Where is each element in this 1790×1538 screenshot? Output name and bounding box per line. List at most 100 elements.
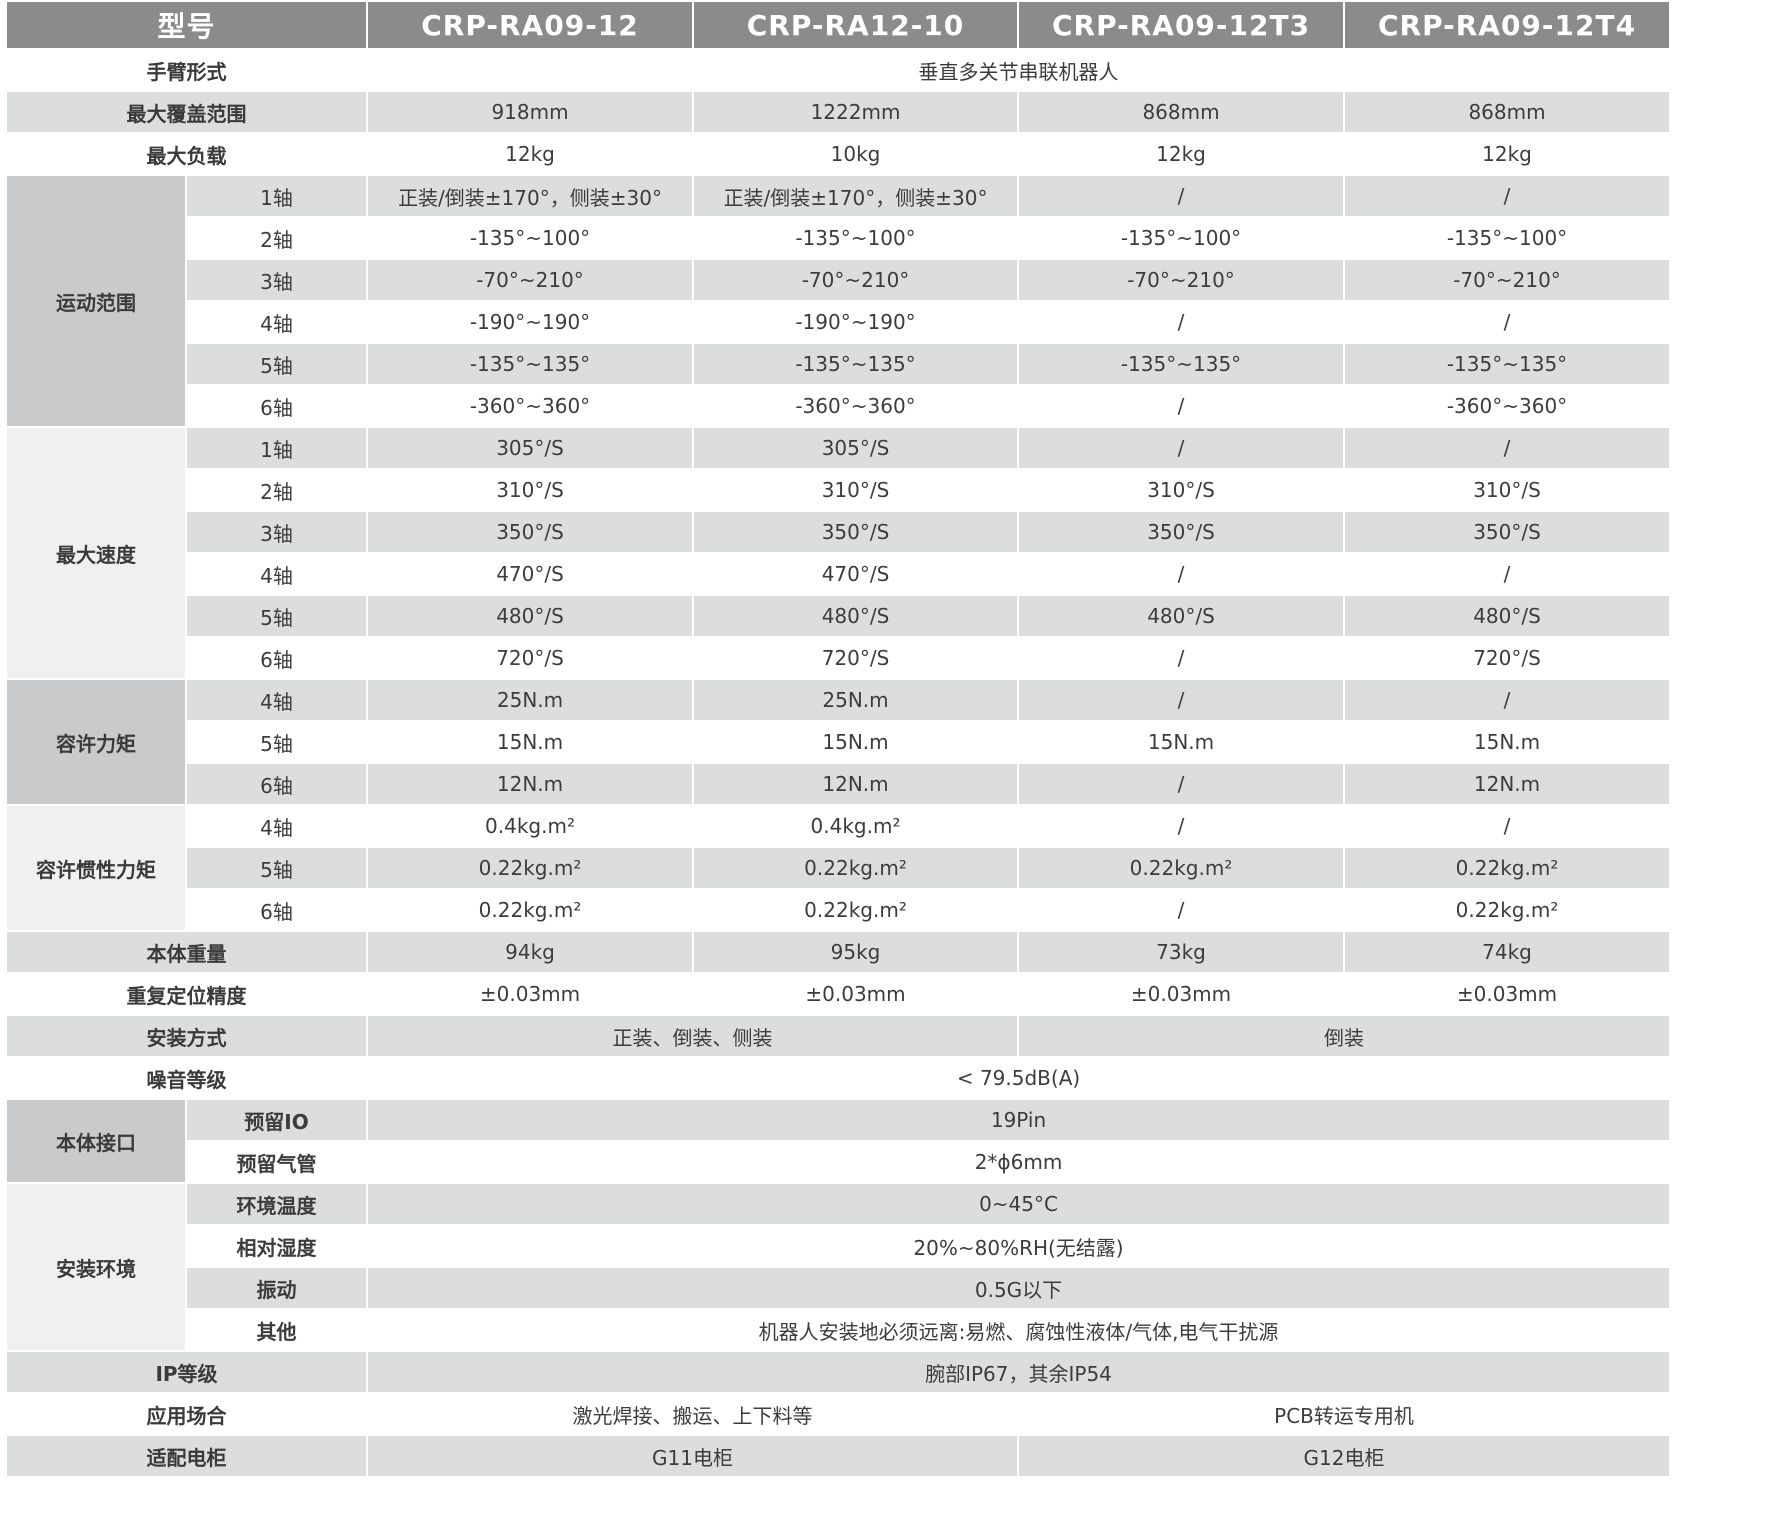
row-label: IP等级: [4, 1350, 369, 1394]
value-cell: 310°/S: [692, 468, 1020, 512]
value-cell: 350°/S: [692, 510, 1020, 554]
table-row: 本体重量 94kg 95kg 73kg 74kg: [4, 930, 1672, 974]
sub-label: 相对湿度: [184, 1224, 369, 1268]
value-cell: 310°/S: [366, 468, 695, 512]
group-label: 容许惯性力矩: [5, 804, 187, 932]
value-cell: 0.5G以下: [366, 1266, 1672, 1310]
row-label: 应用场合: [4, 1392, 369, 1436]
value-cell: -135°~100°: [692, 216, 1020, 260]
value-cell: 480°/S: [692, 594, 1020, 638]
table-row: 4轴 -190°~190° -190°~190° / /: [6, 300, 1672, 344]
row-label: 噪音等级: [4, 1056, 369, 1100]
value-cell: -360°~360°: [366, 384, 695, 428]
value-cell: /: [1017, 678, 1346, 722]
sub-label: 5轴: [184, 342, 369, 386]
sub-label: 预留气管: [184, 1140, 369, 1184]
value-cell: < 79.5dB(A): [366, 1056, 1672, 1100]
value-cell: PCB转运专用机: [1017, 1392, 1672, 1436]
value-cell: -135°~100°: [366, 216, 695, 260]
value-cell: -70°~210°: [1343, 258, 1672, 302]
table-row: 6轴 -360°~360° -360°~360° / -360°~360°: [6, 384, 1672, 428]
table-row: 运动范围 1轴 正装/倒装±170°，侧装±30° 正装/倒装±170°，侧装±30°…: [5, 174, 1672, 428]
table-row: 预留气管 2*ϕ6mm: [6, 1140, 1672, 1184]
group-label: 容许力矩: [5, 678, 187, 806]
sub-label: 1轴: [184, 174, 369, 218]
value-cell: ±0.03mm: [1343, 972, 1672, 1016]
header-model-label: 型号: [4, 0, 369, 50]
value-cell: 720°/S: [366, 636, 695, 680]
sub-label: 6轴: [184, 636, 369, 680]
value-cell: 腕部IP67，其余IP54: [366, 1350, 1672, 1394]
value-cell: 480°/S: [366, 594, 695, 638]
table-row: 2轴 310°/S 310°/S 310°/S 310°/S: [6, 468, 1672, 512]
value-cell: 720°/S: [1343, 636, 1672, 680]
table-row: 6轴 0.22kg.m² 0.22kg.m²/0.22kg.m²: [6, 888, 1672, 932]
sub-label: 2轴: [184, 468, 369, 512]
spec-table: 型号 CRP-RA09-12 CRP-RA12-10 CRP-RA09-12T3…: [4, 0, 1672, 1478]
value-cell: 480°/S: [1343, 594, 1672, 638]
value-cell: 470°/S: [366, 552, 695, 596]
table-row: 应用场合 激光焊接、搬运、上下料等 PCB转运专用机: [4, 1392, 1672, 1436]
value-cell: -135°~100°: [1017, 216, 1346, 260]
value-cell: /: [1017, 300, 1346, 344]
value-cell: 94kg: [366, 930, 695, 974]
value-cell: 73kg: [1017, 930, 1346, 974]
value-cell: 350°/S: [366, 510, 695, 554]
value-cell: /: [1343, 552, 1672, 596]
value-cell: 0.22kg.m²: [692, 888, 1020, 932]
value-cell: 15N.m: [1017, 720, 1346, 764]
value-cell: -135°~135°: [1017, 342, 1346, 386]
value-cell: -135°~135°: [692, 342, 1020, 386]
value-cell: 25N.m: [692, 678, 1020, 722]
value-cell: 25N.m: [366, 678, 695, 722]
value-cell: 15N.m: [692, 720, 1020, 764]
value-cell: 12N.m: [692, 762, 1020, 806]
value-cell: 1222mm: [692, 90, 1020, 134]
value-cell: 720°/S: [692, 636, 1020, 680]
table-row: 6轴 12N.m 12N.m/12N.m: [6, 762, 1672, 806]
sub-label: 预留IO: [184, 1098, 369, 1142]
value-cell: /: [1017, 762, 1346, 806]
value-cell: 95kg: [692, 930, 1020, 974]
row-label: 本体重量: [4, 930, 369, 974]
row-label: 最大负载: [4, 132, 369, 176]
value-cell: 正装/倒装±170°，侧装±30°: [366, 174, 695, 218]
spec-table-body: 手臂形式 垂直多关节串联机器人 最大覆盖范围 918mm 1222mm 868mm 868m…: [4, 48, 1672, 1478]
group-label: 本体接口: [5, 1098, 187, 1184]
table-row: 最大速度 1轴 305°/S 305°/S / /: [5, 426, 1672, 680]
table-row: 安装环境 环境温度 0~45°C: [5, 1182, 1672, 1352]
value-cell: /: [1017, 384, 1346, 428]
table-row: 噪音等级 < 79.5dB(A): [4, 1056, 1672, 1100]
table-row: 最大覆盖范围 918mm 1222mm 868mm 868mm: [4, 90, 1672, 134]
sub-label: 5轴: [184, 846, 369, 890]
value-cell: 倒装: [1017, 1014, 1672, 1058]
table-row: 重复定位精度 ±0.03mm ±0.03mm ±0.03mm ±0.03mm: [4, 972, 1672, 1016]
table-row: 容许惯性力矩 4轴 0.4kg.m² 0.4kg.m² / /: [5, 804, 1672, 932]
value-cell: 激光焊接、搬运、上下料等: [366, 1392, 1020, 1436]
sub-label: 4轴: [184, 300, 369, 344]
value-cell: 0.22kg.m²: [692, 846, 1020, 890]
table-row: 2轴 -135°~100° -135°~100° -135°~100° -135°~10…: [6, 216, 1672, 260]
row-label: 最大覆盖范围: [4, 90, 369, 134]
value-cell: /: [1017, 552, 1346, 596]
value-cell: 470°/S: [692, 552, 1020, 596]
table-row: 5轴 480°/S 480°/S 480°/S 480°/S: [6, 594, 1672, 638]
value-cell: /: [1343, 804, 1672, 848]
value-cell: 12kg: [1343, 132, 1672, 176]
value-cell: /: [1017, 804, 1346, 848]
value-cell: 12kg: [366, 132, 695, 176]
value-cell: 310°/S: [1343, 468, 1672, 512]
table-row: 5轴 0.22kg.m² 0.22kg.m² 0.22kg.m² 0.22kg.m²: [6, 846, 1672, 890]
row-label: 安装方式: [4, 1014, 369, 1058]
value-cell: 机器人安装地必须远离:易燃、腐蚀性液体/气体,电气干扰源: [366, 1308, 1672, 1352]
value-cell: 0~45°C: [366, 1182, 1672, 1226]
table-row: 其他 机器人安装地必须远离:易燃、腐蚀性液体/气体,电气干扰源: [6, 1308, 1672, 1352]
value-cell: -135°~135°: [366, 342, 695, 386]
value-cell: G11电柜: [366, 1434, 1020, 1478]
value-cell: G12电柜: [1017, 1434, 1672, 1478]
value-cell: 20%~80%RH(无结露): [366, 1224, 1672, 1268]
value-cell: 0.4kg.m²: [366, 804, 695, 848]
value-cell: 12N.m: [1343, 762, 1672, 806]
value-cell: ±0.03mm: [692, 972, 1020, 1016]
table-row: 5轴 -135°~135° -135°~135° -135°~135° -135°~13…: [6, 342, 1672, 386]
